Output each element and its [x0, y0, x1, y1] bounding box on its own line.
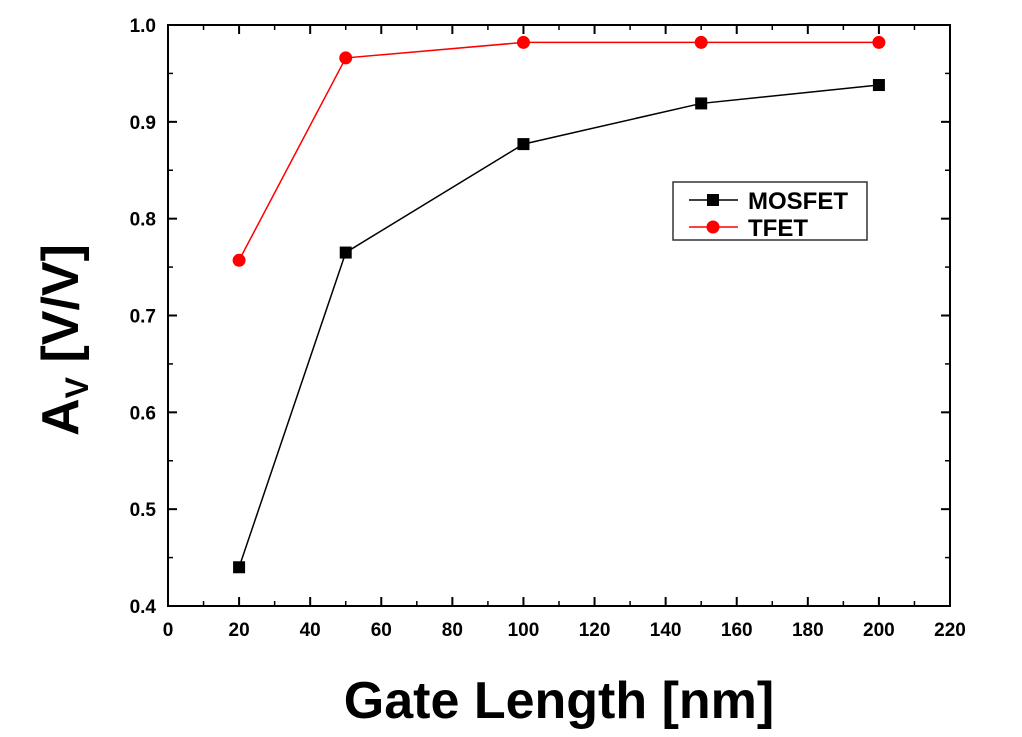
x-tick-label: 20	[229, 620, 250, 641]
x-tick-label: 100	[508, 620, 540, 641]
legend-marker-mosfet	[707, 194, 719, 206]
axes: 0 20 40 60 80 100 120 140 160 180 200 220 0.4 0.5 0.6 0…	[130, 16, 966, 641]
y-tick-label: 0.7	[130, 307, 156, 328]
x-tick-label: 40	[300, 620, 321, 641]
legend-label-tfet: TFET	[748, 215, 808, 242]
data-point-mosfet	[339, 246, 352, 259]
x-tick-label: 180	[792, 620, 824, 641]
x-tick-label: 120	[579, 620, 611, 641]
x-tick-label: 60	[371, 620, 392, 641]
x-tick-label: 200	[863, 620, 895, 641]
y-tick-label: 0.4	[130, 597, 157, 618]
y-axis-label-unit: [V/V]	[32, 244, 90, 377]
data-point-mosfet	[872, 79, 885, 92]
data-point-mosfet	[695, 97, 708, 110]
data-point-mosfet	[517, 138, 530, 151]
x-axis-label: Gate Length [nm]	[344, 672, 774, 730]
data-point-mosfet	[233, 561, 246, 574]
plot-frame	[167, 24, 951, 607]
series-layer	[232, 35, 886, 574]
legend-marker-tfet	[706, 220, 720, 234]
y-tick-label: 1.0	[130, 16, 156, 37]
y-tick-label: 0.9	[130, 113, 156, 134]
x-tick-label: 140	[650, 620, 682, 641]
y-tick-label: 0.6	[130, 403, 156, 424]
legend-box	[672, 181, 868, 241]
x-tick-label: 0	[163, 620, 174, 641]
y-tick-label: 0.8	[130, 210, 156, 231]
data-point-tfet	[694, 35, 708, 49]
x-tick-label: 220	[934, 620, 966, 641]
data-point-tfet	[516, 35, 530, 49]
data-point-tfet	[339, 51, 353, 65]
series-line-mosfet	[238, 84, 879, 568]
x-tick-label: 80	[442, 620, 463, 641]
y-axis-label-main: A	[32, 398, 90, 436]
data-point-tfet	[232, 253, 246, 267]
x-tick-label: 160	[721, 620, 753, 641]
y-tick-label: 0.5	[130, 500, 157, 521]
y-axis-label-sub: V	[59, 376, 95, 398]
data-point-tfet	[872, 35, 886, 49]
svg-text:AV [V/V]: AV [V/V]	[32, 244, 95, 436]
y-axis-label: AV [V/V]	[32, 244, 95, 436]
legend-label-mosfet: MOSFET	[748, 188, 848, 215]
